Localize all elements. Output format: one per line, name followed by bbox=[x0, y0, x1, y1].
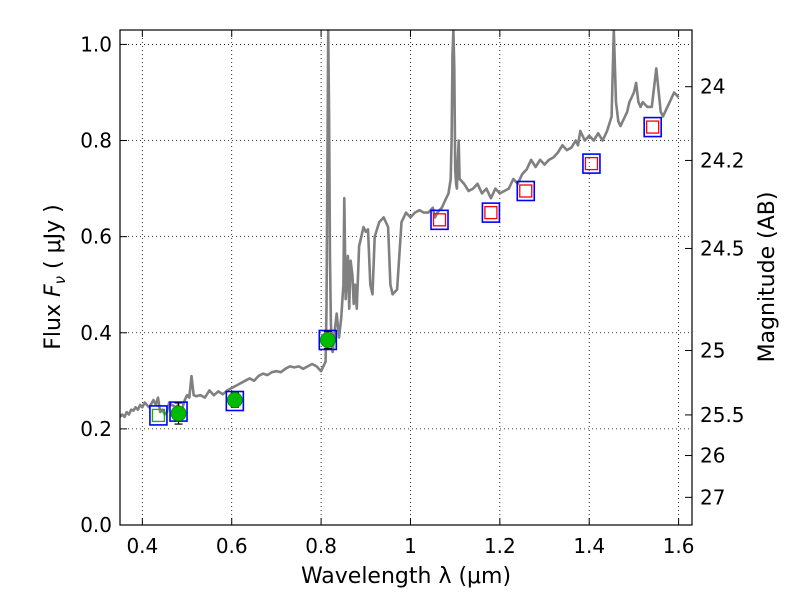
red-square-marker bbox=[432, 213, 447, 227]
model-photometry-square bbox=[318, 329, 338, 351]
model-photometry-square bbox=[582, 153, 601, 174]
axes-ticks: 0.4 0.6 0.8 1 1.2 1.4 1.6 0.0 0.2 0.4 0.6 0.8 1.0 24 2… bbox=[80, 30, 745, 558]
red-square-marker bbox=[484, 205, 498, 220]
y2-axis-label: Magnitude (AB) bbox=[755, 192, 780, 363]
plot-frame bbox=[119, 29, 693, 526]
model-photometry-square bbox=[516, 180, 536, 202]
red-square-marker bbox=[519, 184, 533, 198]
y2-tick-label: 25.5 bbox=[700, 403, 745, 427]
y2-tick-label: 27 bbox=[700, 485, 725, 509]
model-spectrum-group bbox=[120, 30, 680, 419]
y-axis-label-sub: ν bbox=[51, 276, 69, 284]
y2-tick-label: 24.2 bbox=[700, 148, 745, 172]
red-square-marker bbox=[584, 156, 599, 171]
green-square-marker bbox=[151, 408, 166, 423]
model-photometry-square bbox=[643, 116, 662, 138]
model-photometry-square bbox=[481, 202, 501, 223]
observed-data-point bbox=[170, 405, 187, 422]
y-tick-label: 0.8 bbox=[80, 129, 112, 153]
model-photometry-square bbox=[149, 405, 168, 426]
y2-tick-label: 25 bbox=[700, 339, 725, 363]
x-tick-label: 1.2 bbox=[484, 534, 516, 558]
grid bbox=[120, 30, 692, 526]
y-tick-label: 0.2 bbox=[80, 417, 112, 441]
y2-tick-label: 24.5 bbox=[700, 236, 745, 260]
y-tick-label: 1.0 bbox=[80, 32, 112, 56]
x-tick-label: 1 bbox=[404, 534, 417, 558]
observed-data-point bbox=[319, 332, 336, 348]
model-spectrum-line bbox=[120, 30, 680, 419]
y-axis-label-suffix: ( μJy ) bbox=[41, 204, 66, 276]
x-tick-label: 1.6 bbox=[663, 534, 695, 558]
x-tick-label: 0.4 bbox=[126, 534, 158, 558]
y-tick-label: 0.0 bbox=[80, 513, 112, 537]
y2-tick-label: 24 bbox=[700, 75, 725, 99]
observed-data-point bbox=[226, 392, 243, 408]
y-axis-label: Flux Fν ( μJy ) bbox=[41, 204, 69, 349]
red-square-marker bbox=[646, 120, 660, 134]
y-tick-label: 0.6 bbox=[80, 225, 112, 249]
model-photometry-square bbox=[225, 390, 245, 412]
x-tick-label: 0.8 bbox=[305, 534, 337, 558]
y-tick-label: 0.4 bbox=[80, 321, 112, 345]
x-tick-label: 1.4 bbox=[573, 534, 605, 558]
markers-group bbox=[149, 116, 662, 426]
x-tick-label: 0.6 bbox=[216, 534, 248, 558]
model-photometry-square bbox=[430, 209, 449, 231]
y-axis-label-var: F bbox=[41, 284, 66, 297]
y-axis-label-prefix: Flux bbox=[41, 297, 66, 350]
x-axis-label: Wavelength λ (μm) bbox=[301, 564, 511, 589]
y2-tick-label: 26 bbox=[700, 444, 725, 468]
